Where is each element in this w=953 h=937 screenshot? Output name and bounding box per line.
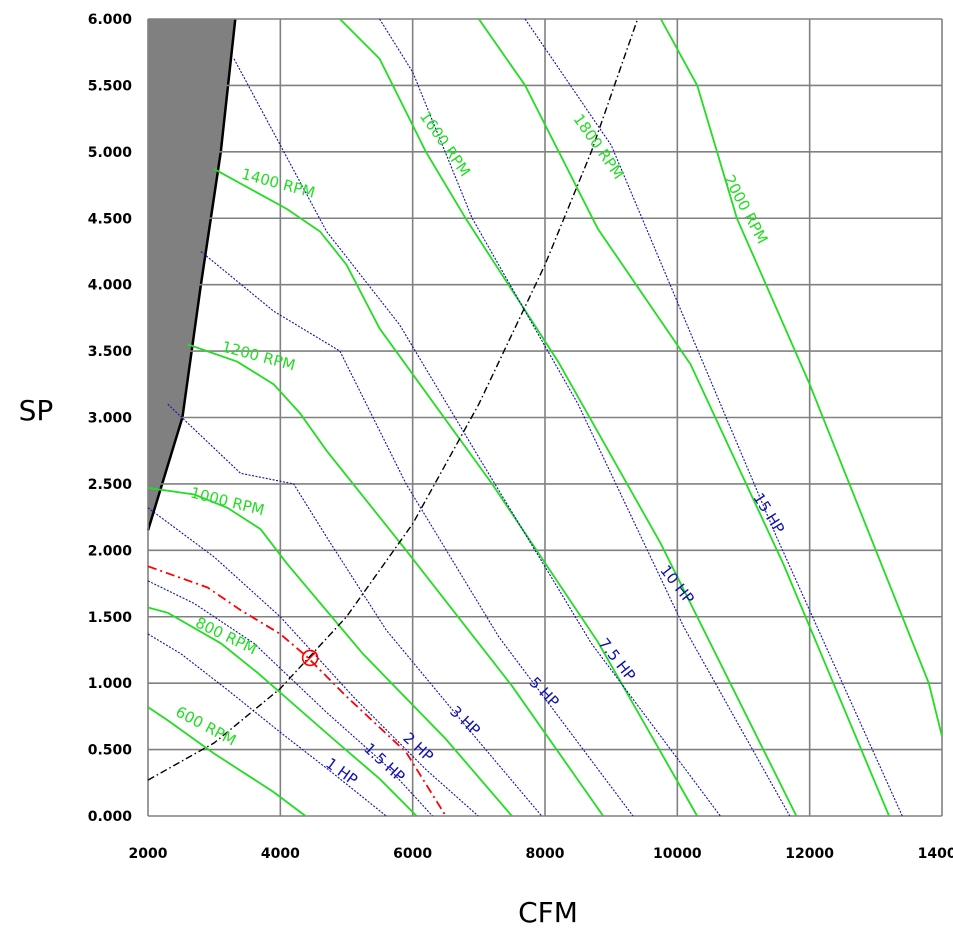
hp-curve-label-0: 1 HP (322, 754, 361, 789)
stall-region-layer (146, 18, 237, 531)
rpm-curve-3 (187, 343, 604, 817)
y-tick-label-11: 5.500 (88, 78, 133, 94)
rpm-curve-2 (147, 487, 513, 817)
x-tick-label-5: 12000 (785, 846, 834, 862)
y-tick-label-12: 6.000 (88, 12, 133, 28)
y-tick-label-3: 1.500 (88, 610, 133, 626)
rpm-curve-label-1: 800 RPM (193, 613, 260, 658)
x-tick-label-4: 10000 (653, 846, 702, 862)
y-tick-label-2: 1.000 (88, 676, 133, 692)
curve-labels-layer: 600 RPM 800 RPM 1000 RPM 1200 RPM 1400 RPM 16… (173, 108, 788, 789)
rpm-curve-1 (147, 606, 418, 817)
rpm-curve-label-0: 600 RPM (173, 703, 240, 750)
y-tick-label-10: 5.000 (88, 145, 133, 161)
y-axis-title: SP (19, 394, 54, 427)
rpm-curve-label-7: 2000 RPM (720, 172, 771, 247)
hp-curve-6 (379, 18, 791, 817)
y-tick-label-7: 3.500 (88, 344, 133, 360)
hp-curve-label-7: 15 HP (749, 490, 788, 537)
rpm-curve-0 (147, 706, 307, 817)
x-tick-label-3: 8000 (526, 846, 565, 862)
y-tick-label-5: 2.500 (88, 477, 133, 493)
operating-line (147, 565, 447, 817)
hp-curve-label-4: 5 HP (526, 673, 563, 710)
x-tick-label-2: 6000 (393, 846, 432, 862)
system-curve (147, 18, 639, 781)
y-tick-label-0: 0.000 (88, 809, 133, 825)
y-tick-label-1: 0.500 (88, 743, 133, 759)
y-tick-label-4: 2.000 (88, 543, 133, 559)
rpm-curve-label-3: 1200 RPM (220, 338, 297, 375)
hp-curve-label-2: 2 HP (399, 729, 437, 766)
x-tick-label-0: 2000 (129, 846, 168, 862)
rpm-curves-layer (147, 18, 943, 817)
rpm-curve-5 (339, 18, 798, 817)
x-axis-title: CFM (518, 896, 578, 929)
rpm-curve-6 (478, 18, 890, 817)
hp-curve-4 (200, 251, 634, 817)
hp-curve-label-1: 1.5 HP (360, 739, 408, 786)
hp-curve-label-3: 3 HP (446, 702, 483, 739)
hp-curve-3 (167, 403, 543, 817)
rpm-curve-label-5: 1600 RPM (416, 108, 474, 180)
rpm-curve-7 (660, 18, 943, 737)
y-tick-label-9: 4.500 (88, 211, 133, 227)
stall-region (148, 19, 236, 531)
y-tick-label-8: 4.000 (88, 278, 133, 294)
x-tick-label-1: 4000 (261, 846, 300, 862)
rpm-curve-label-4: 1400 RPM (240, 165, 317, 202)
system-curve-layer (147, 18, 639, 781)
hp-curve-7 (524, 18, 903, 817)
y-tick-label-6: 3.000 (88, 411, 133, 427)
operating-point-marker (301, 649, 319, 667)
rpm-curve-label-6: 1800 RPM (570, 111, 628, 183)
rpm-curve-label-2: 1000 RPM (189, 484, 266, 520)
operating-layer (147, 565, 447, 817)
operating-point-cross (303, 651, 317, 665)
hp-curve-5 (233, 58, 721, 817)
rpm-curve-4 (213, 168, 698, 817)
